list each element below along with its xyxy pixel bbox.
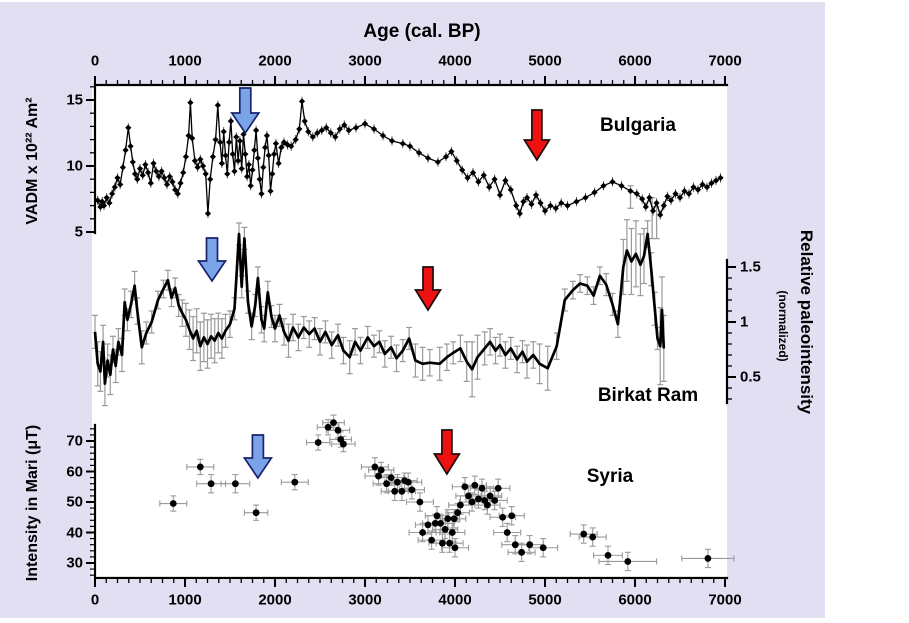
blue-arrow	[242, 434, 273, 480]
top-axis-title: Age (cal. BP)	[363, 21, 481, 42]
arrows	[196, 87, 551, 480]
red-arrow	[522, 109, 551, 162]
bottom-axis-tick-label: 6000	[618, 591, 652, 609]
panel-label-bulgaria: Bulgaria	[599, 115, 677, 136]
top-axis-tick-label: 0	[90, 52, 100, 70]
top-axis-tick-label: 1000	[168, 52, 202, 70]
bottom-axis-tick-label: 0	[90, 591, 100, 609]
top-axis-tick-label: 7000	[708, 52, 742, 70]
left-top-axis-title: VADM x 10²² Am²	[24, 97, 41, 225]
birkat-ram-line	[93, 232, 666, 385]
vadm-axis-tick-label: 10	[66, 157, 83, 175]
x-axis-ticks	[94, 76, 726, 587]
bottom-axis-tick-label: 3000	[348, 591, 382, 609]
blue-arrow	[230, 87, 261, 135]
red-arrow	[413, 266, 443, 312]
birkat-error-bars	[92, 219, 667, 407]
mari-axis-tick-label: 30	[66, 554, 83, 572]
top-axis-tick-label: 2000	[258, 52, 292, 70]
bottom-axis-tick-label: 2000	[258, 591, 292, 609]
relpal-axis-tick-label: 1.5	[740, 258, 761, 276]
left-bottom-axis-title: Intensity in Mari (μT)	[24, 424, 41, 582]
bulgaria-y-ticks	[86, 86, 95, 233]
top-axis-tick-label: 4000	[438, 52, 472, 70]
syria-points	[169, 419, 712, 565]
right-axis-subtitle: (normalized)	[776, 290, 790, 362]
panel-label-syria: Syria	[586, 466, 634, 487]
relpal-y-ticks	[727, 266, 736, 400]
top-axis-tick-label: 3000	[348, 52, 382, 70]
bottom-axis-tick-label: 4000	[438, 591, 472, 609]
blue-arrow	[196, 237, 228, 283]
mari-axis-tick-label: 70	[66, 432, 83, 450]
bottom-axis-tick-label: 5000	[528, 591, 562, 609]
right-axis-title: Relative paleointensity	[797, 229, 816, 415]
top-axis-tick-label: 5000	[528, 52, 562, 70]
panel-label-birkat-ram: Birkat Ram	[597, 385, 699, 406]
bottom-axis-tick-label: 7000	[708, 591, 742, 609]
relpal-axis-tick-label: 0.5	[740, 368, 761, 386]
relpal-axis-tick-label: 1	[740, 313, 749, 331]
vadm-axis-tick-label: 15	[66, 91, 83, 109]
mari-axis-tick-label: 50	[66, 493, 83, 511]
mari-axis-tick-label: 60	[66, 463, 83, 480]
vadm-axis-tick-label: 5	[74, 223, 83, 241]
red-arrow	[432, 429, 461, 476]
mari-axis-tick-label: 40	[66, 524, 83, 541]
axes	[93, 83, 729, 580]
top-axis-tick-label: 6000	[618, 52, 652, 70]
bottom-axis-tick-label: 1000	[168, 591, 202, 609]
syria-y-ticks	[86, 428, 95, 576]
